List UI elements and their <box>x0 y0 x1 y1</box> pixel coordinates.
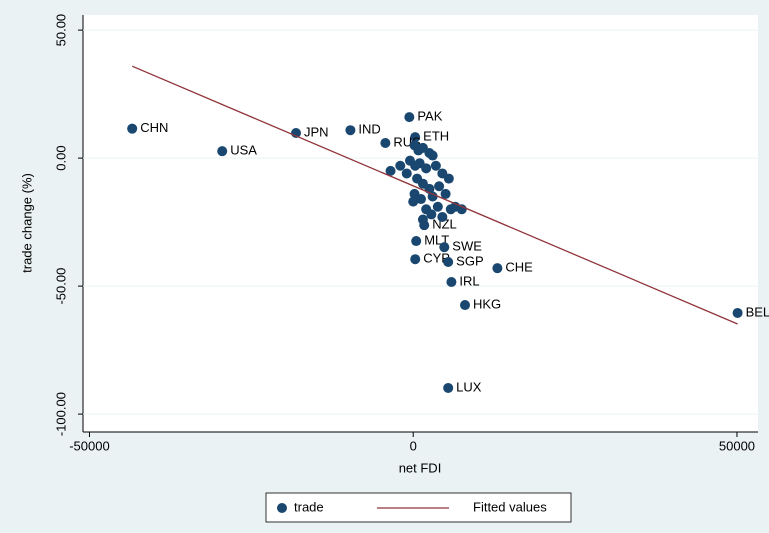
point <box>417 214 428 225</box>
point-label: SWE <box>452 239 482 254</box>
point <box>127 123 138 134</box>
point <box>443 382 454 393</box>
point-label: USA <box>230 143 257 158</box>
point <box>408 196 419 207</box>
point <box>434 181 445 192</box>
point-label: CHN <box>140 120 168 135</box>
y-tick-label: -100.00 <box>53 392 68 436</box>
point-label: IND <box>358 122 380 137</box>
y-tick-label: -50.00 <box>53 268 68 305</box>
point <box>432 201 443 212</box>
point-label: IRL <box>459 273 479 288</box>
y-tick-label: 50.00 <box>53 14 68 47</box>
point <box>443 173 454 184</box>
point <box>492 263 503 274</box>
point <box>460 300 471 311</box>
point <box>427 150 438 161</box>
x-axis-title: net FDI <box>399 460 442 475</box>
legend-marker <box>277 503 287 513</box>
point <box>732 307 743 318</box>
point <box>385 165 396 176</box>
point <box>421 163 432 174</box>
point <box>401 168 412 179</box>
y-axis-title: trade change (%) <box>19 173 34 273</box>
point <box>410 132 421 143</box>
point-label: LUX <box>456 379 482 394</box>
point <box>380 137 391 148</box>
point <box>440 188 451 199</box>
point-label: CHE <box>505 260 533 275</box>
point <box>395 160 406 171</box>
y-tick-label: 0.00 <box>53 145 68 170</box>
point <box>437 211 448 222</box>
point <box>443 257 454 268</box>
point <box>426 209 437 220</box>
point <box>217 146 228 157</box>
point-label: BEL <box>746 304 769 319</box>
legend-label: trade <box>294 499 324 514</box>
point-label: ETH <box>423 129 449 144</box>
fitted-line <box>131 65 738 325</box>
point-label: SGP <box>456 253 483 268</box>
point <box>411 236 422 247</box>
point <box>427 191 438 202</box>
point <box>456 204 467 215</box>
x-tick-label: -50000 <box>69 438 109 453</box>
point-label: HKG <box>473 296 501 311</box>
point <box>404 112 415 123</box>
legend-label: Fitted values <box>473 499 547 514</box>
point <box>410 254 421 265</box>
point-label: PAK <box>417 109 442 124</box>
point <box>439 242 450 253</box>
x-tick-label: 50000 <box>719 438 755 453</box>
point <box>415 194 426 205</box>
point-label: NZL <box>432 217 457 232</box>
point-label: JPN <box>304 124 329 139</box>
point <box>446 276 457 287</box>
point <box>345 125 356 136</box>
x-tick-label: 0 <box>410 438 417 453</box>
point <box>430 160 441 171</box>
